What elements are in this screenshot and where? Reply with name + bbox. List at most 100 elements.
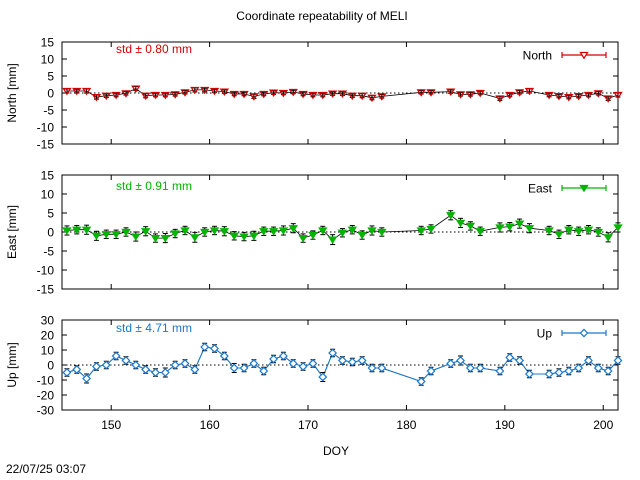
data-point-east	[150, 234, 161, 243]
data-point-up	[249, 359, 259, 368]
data-point-up	[170, 360, 180, 370]
y-axis-label-east: East [mm]	[5, 205, 19, 259]
data-point-east	[101, 231, 111, 239]
x-tick-label: 160	[200, 418, 220, 432]
y-tick-label: 15	[41, 36, 55, 50]
data-point-east	[446, 212, 456, 220]
data-point-north	[554, 92, 564, 101]
data-point-north	[259, 90, 269, 99]
data-point-up	[121, 356, 131, 365]
data-point-north	[268, 89, 279, 98]
data-point-up	[200, 342, 210, 352]
legend-marker-east	[579, 184, 589, 193]
data-point-north	[160, 91, 171, 100]
y-tick-label: -30	[37, 404, 55, 418]
data-point-east	[544, 227, 554, 235]
data-point-up	[151, 368, 160, 377]
y-tick-label: 0	[47, 87, 54, 101]
y-tick-label: 15	[41, 169, 55, 183]
data-point-east	[160, 234, 171, 243]
data-point-up	[91, 362, 101, 371]
data-point-up	[259, 366, 269, 376]
std-annotation-east: std ± 0.91 mm	[116, 179, 192, 193]
data-point-north	[150, 91, 161, 100]
x-tick-label: 180	[396, 418, 416, 432]
data-point-east	[613, 224, 623, 232]
data-point-up	[613, 356, 623, 365]
data-point-north	[121, 90, 131, 98]
legend-label-east: East	[528, 182, 553, 196]
data-point-east	[200, 228, 210, 237]
data-point-north	[219, 88, 230, 97]
data-point-up	[475, 363, 485, 373]
y-tick-label: -15	[37, 283, 55, 297]
data-point-east	[298, 234, 308, 243]
data-point-east	[495, 224, 505, 232]
data-point-east	[62, 227, 72, 235]
data-point-north	[131, 85, 141, 93]
y-tick-label: 10	[41, 188, 55, 202]
data-point-north	[505, 91, 515, 100]
data-point-up	[524, 369, 534, 379]
data-point-up	[338, 356, 347, 365]
data-point-up	[160, 368, 170, 377]
data-point-up	[347, 357, 357, 367]
data-point-east	[514, 220, 525, 229]
legend-label-north: North	[523, 49, 552, 63]
data-point-east	[170, 230, 180, 238]
data-point-north	[190, 86, 200, 95]
data-point-north	[62, 87, 72, 96]
data-point-east	[81, 226, 92, 235]
data-point-north	[446, 88, 456, 97]
data-point-north	[475, 89, 485, 98]
data-point-east	[337, 229, 348, 238]
data-point-east	[239, 233, 249, 241]
y-tick-label: -5	[43, 245, 54, 259]
data-point-up	[515, 356, 525, 365]
data-point-east	[603, 234, 613, 242]
data-point-north	[367, 94, 377, 103]
x-tick-label: 170	[298, 418, 318, 432]
data-point-north	[288, 88, 298, 97]
data-point-up	[357, 356, 367, 365]
data-point-up	[269, 354, 279, 364]
y-tick-label: -20	[37, 389, 55, 403]
y-tick-label: -5	[43, 104, 54, 118]
legend-marker-up	[579, 328, 589, 338]
data-point-east	[524, 225, 535, 233]
data-point-up	[505, 353, 515, 362]
data-point-east	[583, 226, 594, 235]
data-point-east	[259, 228, 269, 236]
data-point-north	[101, 92, 111, 101]
y-tick-label: 5	[47, 70, 54, 84]
data-point-up	[308, 359, 318, 368]
data-point-east	[209, 227, 220, 235]
data-point-north	[239, 90, 249, 99]
data-point-north	[278, 89, 289, 98]
data-point-east	[121, 228, 131, 237]
data-point-east	[327, 236, 338, 244]
data-point-up	[82, 374, 92, 383]
data-point-east	[475, 228, 485, 236]
data-point-east	[377, 228, 387, 237]
data-point-east	[190, 234, 200, 242]
data-point-up	[564, 366, 574, 376]
data-point-east	[465, 222, 476, 231]
data-point-north	[603, 95, 613, 103]
data-point-up	[416, 377, 426, 386]
data-point-up	[219, 351, 229, 361]
data-point-east	[367, 227, 377, 235]
data-point-east	[318, 227, 328, 235]
legend-label-up: Up	[537, 327, 553, 341]
data-point-north	[564, 93, 574, 102]
chart-title: Coordinate repeatability of MELI	[236, 9, 407, 23]
y-axis-label-north: North [mm]	[5, 63, 19, 122]
data-point-up	[278, 351, 288, 361]
y-tick-label: 20	[41, 329, 55, 343]
data-point-north	[308, 91, 318, 100]
data-point-north	[465, 91, 476, 99]
data-point-east	[249, 232, 259, 241]
y-axis-label-up: Up [mm]	[5, 342, 19, 387]
data-point-north	[377, 93, 387, 101]
